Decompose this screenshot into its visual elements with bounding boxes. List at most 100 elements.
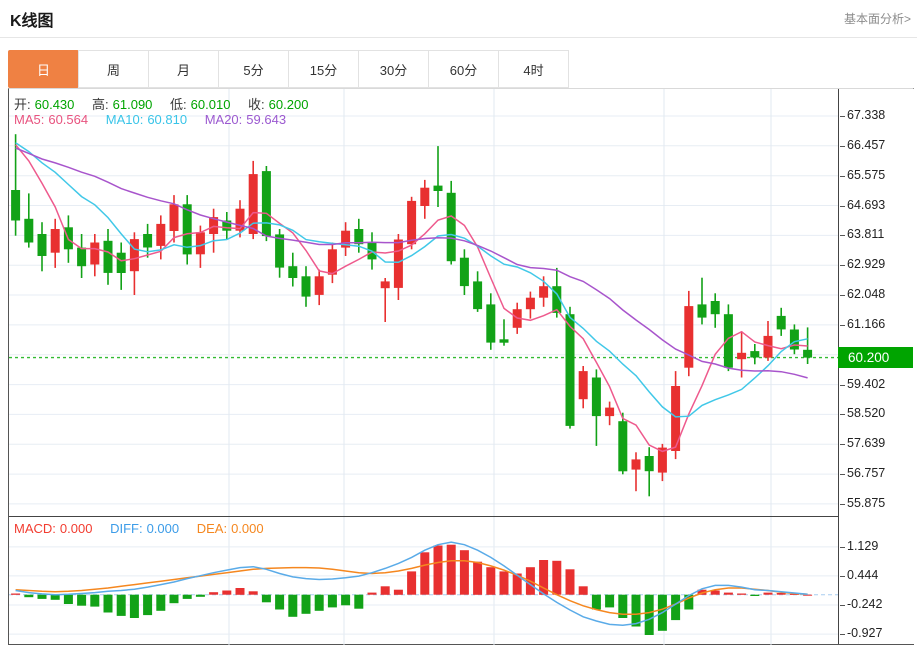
candle-body	[710, 301, 720, 315]
high-label: 高:	[92, 97, 109, 112]
candle-body	[341, 230, 351, 248]
candle-body	[354, 229, 364, 245]
macd-bar	[327, 594, 337, 608]
candles	[11, 134, 813, 497]
candle-body	[248, 174, 258, 234]
candle-body	[776, 315, 786, 330]
candle-body	[763, 335, 773, 358]
macd-bar	[803, 594, 813, 596]
fundamental-analysis-link[interactable]: 基本面分析>	[843, 12, 911, 26]
macd-bar	[671, 594, 681, 621]
candle-body	[486, 304, 496, 343]
candle-body	[169, 204, 179, 231]
candle-body	[684, 306, 694, 368]
open-value: 60.430	[34, 97, 75, 112]
close-label: 收:	[248, 97, 265, 112]
macd-bar	[393, 589, 403, 595]
candle-body	[209, 217, 219, 234]
tab-月[interactable]: 月	[148, 50, 219, 88]
axis-label: 57.639	[840, 436, 885, 450]
candle-body	[195, 232, 205, 255]
candle-body	[301, 276, 311, 297]
axis-label: 65.575	[840, 168, 885, 182]
low-value: 60.010	[190, 97, 231, 112]
macd-value: 0.000	[59, 521, 93, 536]
candle-body	[525, 297, 535, 310]
ma20-line	[15, 147, 808, 379]
macd-bar	[209, 592, 219, 595]
axis-label: 62.929	[840, 257, 885, 271]
macd-bar	[288, 594, 298, 617]
diff-line	[15, 541, 808, 627]
axis-label: 58.520	[840, 406, 885, 420]
candle-body	[156, 223, 166, 246]
candle-body	[539, 286, 549, 298]
axis-label: 0.444	[840, 568, 878, 582]
tab-15分[interactable]: 15分	[288, 50, 359, 88]
macd-bar	[578, 586, 588, 595]
macd-bar	[182, 594, 192, 599]
candle-body	[473, 281, 483, 310]
tab-周[interactable]: 周	[78, 50, 149, 88]
macd-bar	[195, 594, 205, 597]
macd-bar	[750, 594, 760, 596]
open-label: 开:	[14, 97, 31, 112]
axis-label: -0.927	[840, 626, 882, 640]
current-price-tag: 60.200	[838, 347, 913, 369]
macd-label: MACD:	[14, 521, 56, 536]
tab-5分[interactable]: 5分	[218, 50, 289, 88]
macd-bar	[473, 561, 483, 595]
candle-body	[697, 304, 707, 318]
macd-bar	[103, 594, 113, 613]
macd-bar	[591, 594, 601, 610]
candle-body	[380, 281, 390, 289]
macd-legend: MACD: 0.000 DIFF: 0.000 DEA: 0.000	[14, 521, 268, 536]
period-tab-bar: 日周月 5分 15分 30分 60分 4时	[8, 50, 569, 88]
macd-bar	[77, 594, 87, 606]
macd-bar	[354, 594, 364, 609]
high-value: 61.090	[112, 97, 153, 112]
tab-60分[interactable]: 60分	[428, 50, 499, 88]
macd-bar	[248, 591, 258, 595]
tab-30分[interactable]: 30分	[358, 50, 429, 88]
macd-bar	[605, 594, 615, 608]
macd-bar	[90, 594, 100, 607]
low-label: 低:	[170, 97, 187, 112]
macd-bar	[341, 594, 351, 606]
candle-body	[499, 339, 509, 343]
macd-bar	[222, 590, 232, 595]
candle-body	[77, 247, 87, 267]
candle-body	[407, 200, 417, 245]
page-title: K线图	[10, 13, 54, 30]
axis-label: -0.242	[840, 597, 882, 611]
macd-bar	[512, 573, 522, 595]
tab-日[interactable]: 日	[8, 50, 79, 88]
macd-bar	[407, 571, 417, 595]
macd-bar	[235, 588, 245, 595]
macd-bar	[459, 550, 469, 595]
candle-body	[261, 171, 271, 237]
candle-body	[631, 459, 641, 470]
candlestick-chart	[9, 89, 838, 516]
candle-body	[182, 204, 192, 255]
candle-body	[618, 421, 628, 472]
candle-body	[222, 220, 232, 231]
ma5-line	[15, 144, 808, 453]
ma10-value: 60.810	[147, 112, 188, 127]
tab-4时[interactable]: 4时	[498, 50, 569, 88]
axis-label: 55.875	[840, 496, 885, 510]
candle-body	[671, 386, 681, 451]
candle-body	[50, 229, 60, 253]
macd-bar	[63, 594, 73, 604]
candle-body	[143, 234, 153, 248]
candle-body	[737, 352, 747, 360]
macd-bar	[367, 592, 377, 595]
candle-body	[129, 239, 139, 272]
ma10-label: MA10:	[105, 112, 144, 127]
axis-label: 56.757	[840, 466, 885, 480]
candle-body	[552, 286, 562, 313]
page-header: K线图 基本面分析>	[0, 0, 917, 38]
panel-divider	[9, 516, 838, 517]
macd-bar	[499, 571, 509, 595]
diff-value: 0.000	[146, 521, 180, 536]
